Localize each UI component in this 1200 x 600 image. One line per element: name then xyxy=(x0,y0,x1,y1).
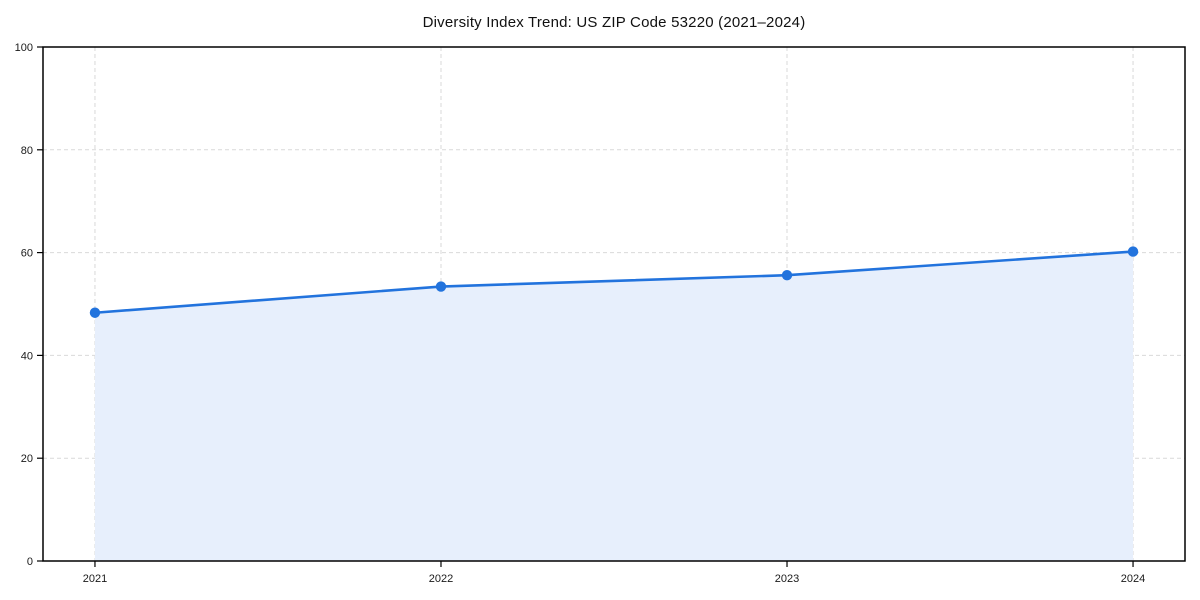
data-point xyxy=(89,307,101,318)
trend-line xyxy=(93,250,1135,315)
y-tick-label: 0 xyxy=(27,556,33,568)
y-tick-label: 40 xyxy=(21,350,33,362)
plot-border xyxy=(42,46,1186,562)
y-tick-label: 20 xyxy=(21,453,33,465)
x-tick-label: 2024 xyxy=(1121,573,1145,585)
y-tick-label: 80 xyxy=(21,145,33,157)
data-point xyxy=(1127,246,1139,257)
x-tick-label: 2023 xyxy=(775,573,799,585)
y-tick-label: 60 xyxy=(21,248,33,260)
x-tick-label: 2022 xyxy=(429,573,453,585)
data-point xyxy=(435,281,447,292)
chart-title: Diversity Index Trend: US ZIP Code 53220… xyxy=(422,14,806,31)
area-fill xyxy=(94,251,1134,561)
data-point xyxy=(781,270,793,281)
y-tick-label: 100 xyxy=(15,42,33,54)
x-tick-label: 2021 xyxy=(83,573,107,585)
